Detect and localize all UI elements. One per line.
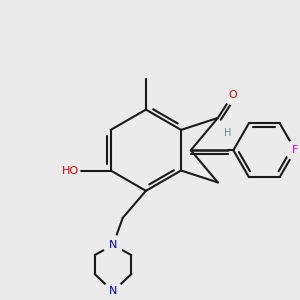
Text: O: O: [228, 90, 237, 100]
Circle shape: [103, 235, 123, 255]
Circle shape: [103, 282, 123, 300]
Circle shape: [286, 140, 300, 160]
Circle shape: [223, 85, 242, 104]
Text: HO: HO: [61, 166, 79, 176]
Circle shape: [60, 161, 80, 180]
Text: N: N: [109, 286, 117, 296]
Text: N: N: [109, 240, 117, 250]
Text: H: H: [224, 128, 231, 138]
Text: F: F: [292, 145, 298, 155]
